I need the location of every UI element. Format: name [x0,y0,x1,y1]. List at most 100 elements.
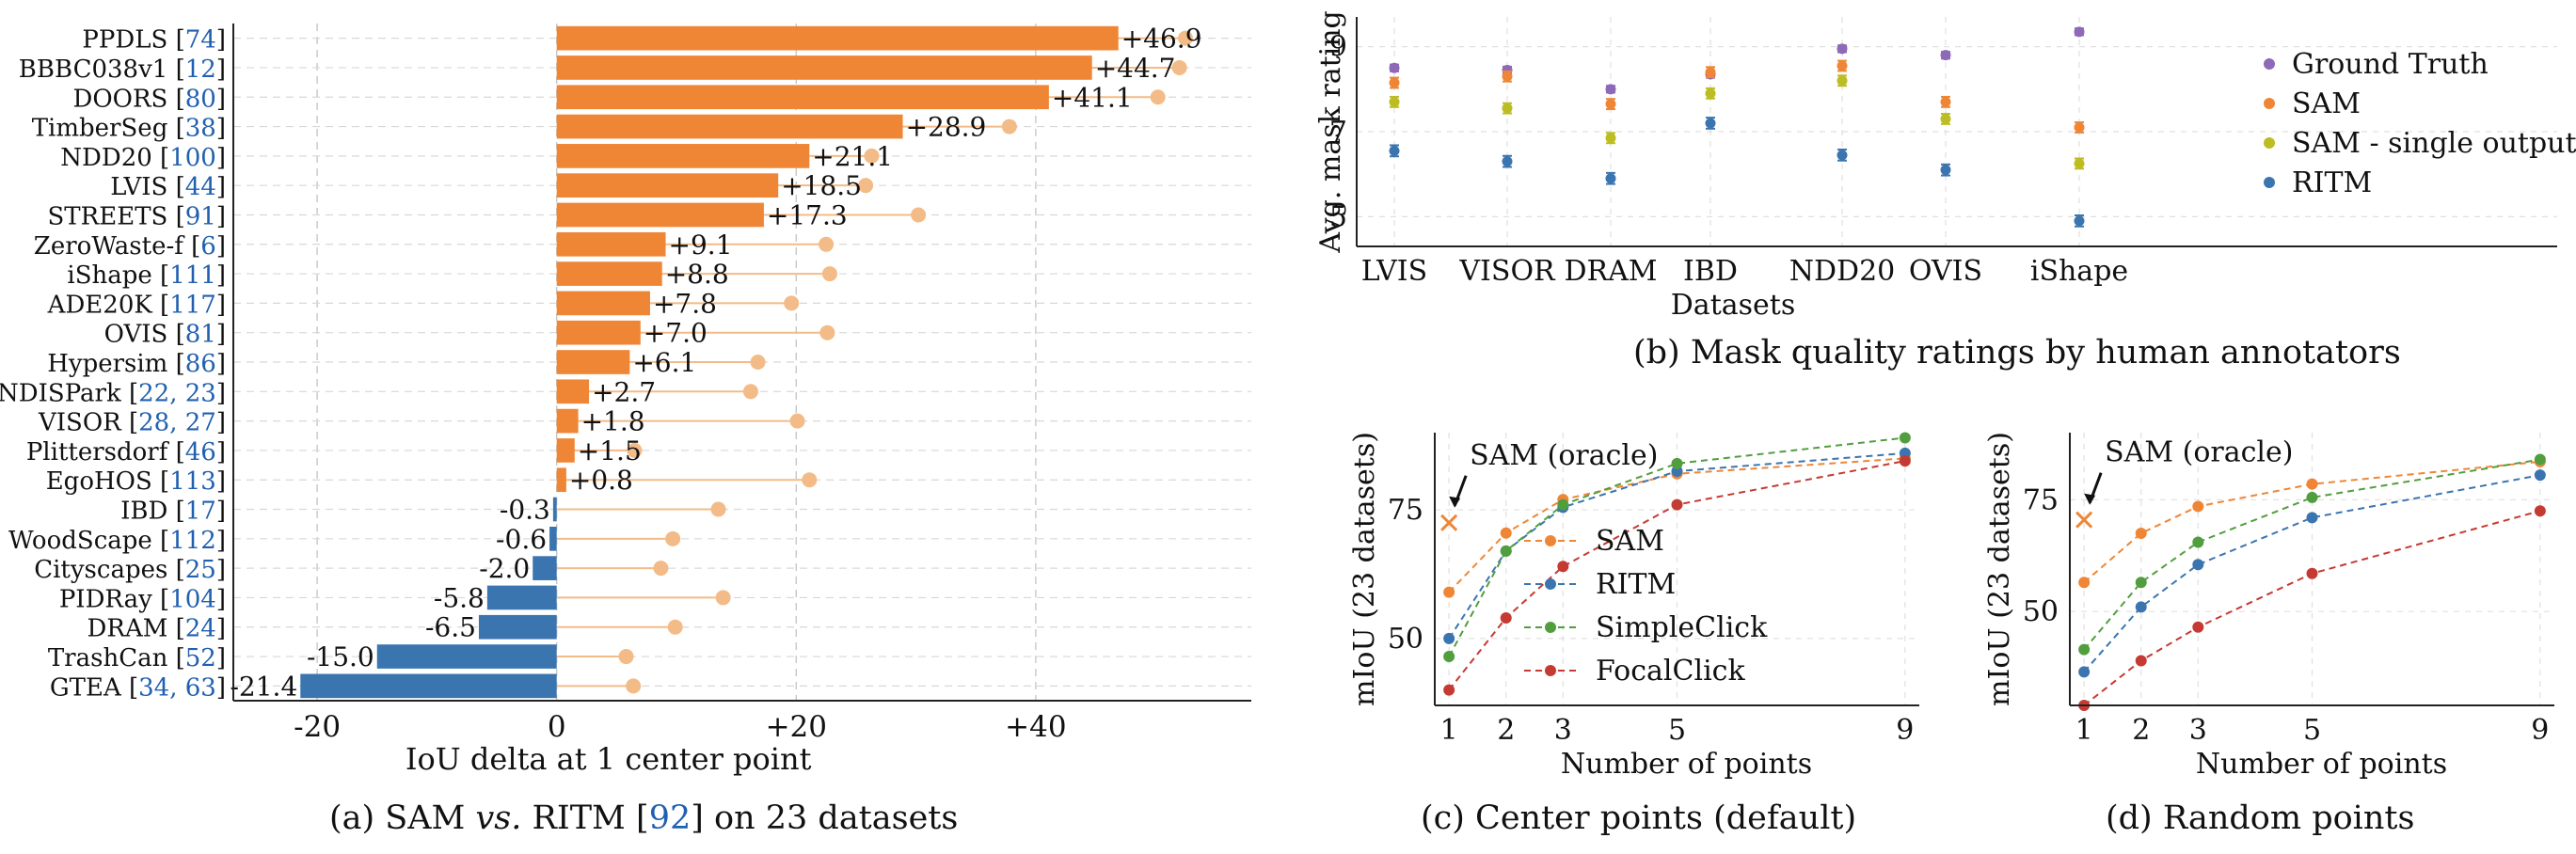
series-point [2078,643,2091,656]
oracle-marker [1440,514,1458,531]
category-label: STREETS [91] [48,202,227,230]
y-axis-title: mIoU (23 datasets) [1348,432,1381,706]
x-tick-label: 3 [1554,714,1572,747]
oracle-marker [2075,511,2093,529]
category-name: PPDLS [ [82,26,184,55]
category-label: LVIS [44] [110,173,226,201]
bar [552,497,557,522]
category-ref: 28, 27 [138,409,216,437]
series-point [2534,453,2546,466]
category-ref: 44 [185,173,216,201]
bar [556,25,1119,51]
series-point [2192,500,2204,513]
oracle-point [819,324,835,340]
x-tick-label: NDD20 [1789,255,1896,288]
y-tick-label: 9 [1329,31,1347,64]
bar [533,556,557,580]
bar [556,291,650,316]
series-point [1443,651,1455,663]
series-point [2135,527,2147,539]
caption-a-mid: RITM [ [521,799,649,837]
series-point [1899,447,1911,459]
caption-a-ref[interactable]: 92 [648,799,692,837]
category-name: GTEA [ [50,673,138,702]
x-tick-label: 2 [1497,714,1515,747]
caption-a-post: ] on 23 datasets [691,799,959,837]
category-name: TrashCan [ [48,644,185,672]
series-point [2135,655,2147,667]
series-point [2306,512,2318,524]
bar [300,673,557,699]
rating-point [1389,145,1400,156]
legend-marker [2264,137,2275,149]
rating-point [2074,158,2085,169]
caption-a: (a) SAM vs. RITM [92] on 23 datasets [329,799,958,837]
caption-d: (d) Random points [2106,799,2415,837]
oracle-point [819,236,835,252]
category-ref: 112 [169,527,216,555]
category-name: NDISPark [ [0,379,138,407]
bar [556,438,575,463]
annotation-label: SAM (oracle) [1470,439,1658,472]
category-bracket: ] [216,409,226,437]
bar [549,526,557,551]
series-point [2306,491,2318,503]
category-label: Plittersdorf [46] [26,438,226,467]
category-name: BBBC038v1 [ [19,55,185,84]
annotation-label: SAM (oracle) [2105,436,2293,469]
rating-point [1837,75,1848,87]
bar-value-label: +7.0 [644,318,708,349]
rating-point [1940,165,1951,176]
category-bracket: ] [216,173,226,201]
category-label: NDISPark [22, 23] [0,379,226,407]
legend-label: SAM [2292,87,2361,120]
legend-label: Ground Truth [2292,48,2489,81]
rating-point [1705,118,1716,129]
series-point [2078,666,2091,678]
series-point [1500,611,1512,624]
oracle-point [627,442,643,458]
legend-label: RITM [1596,568,1676,601]
category-ref: 25 [185,556,216,584]
x-tick-label: 9 [1896,714,1914,747]
y-tick-label: 50 [1388,623,1423,656]
bar [376,644,557,669]
category-name: DRAM [ [87,615,185,643]
series-point [1500,545,1512,557]
category-name: STREETS [ [48,202,185,230]
oracle-point [742,384,758,400]
bar [556,144,810,168]
category-label: VISOR [28, 27] [38,409,226,437]
rating-point [1389,77,1400,88]
series-point [2306,567,2318,579]
category-name: DOORS [ [72,85,184,113]
bar-value-label: +44.7 [1095,53,1176,84]
series-line [2083,474,2541,673]
rating-point [1605,173,1616,184]
series-point [2192,536,2204,548]
category-name: LVIS [ [110,173,184,201]
category-bracket: ] [216,556,226,584]
category-ref: 91 [185,202,216,230]
category-bracket: ] [216,291,226,319]
category-bracket: ] [216,350,226,378]
caption-c: (c) Center points (default) [1421,799,1857,837]
category-name: Hypersim [ [47,350,185,378]
rating-point [1940,113,1951,124]
category-bracket: ] [216,644,226,672]
bar [556,202,764,228]
bar-value-label: +28.9 [906,112,987,143]
bar [556,408,579,434]
series-point [1671,466,1683,478]
legend-marker [1545,578,1556,590]
x-tick-label: 9 [2531,714,2549,747]
oracle-point [750,355,766,370]
category-label: ADE20K [117] [47,291,226,319]
category-bracket: ] [216,467,226,496]
oracle-point [821,266,837,282]
bar-value-label: +0.8 [569,465,633,496]
bar-value-label: +2.7 [592,376,656,407]
oracle-point [911,207,927,223]
x-tick-label: 3 [2189,714,2207,747]
series-point [1443,632,1455,644]
